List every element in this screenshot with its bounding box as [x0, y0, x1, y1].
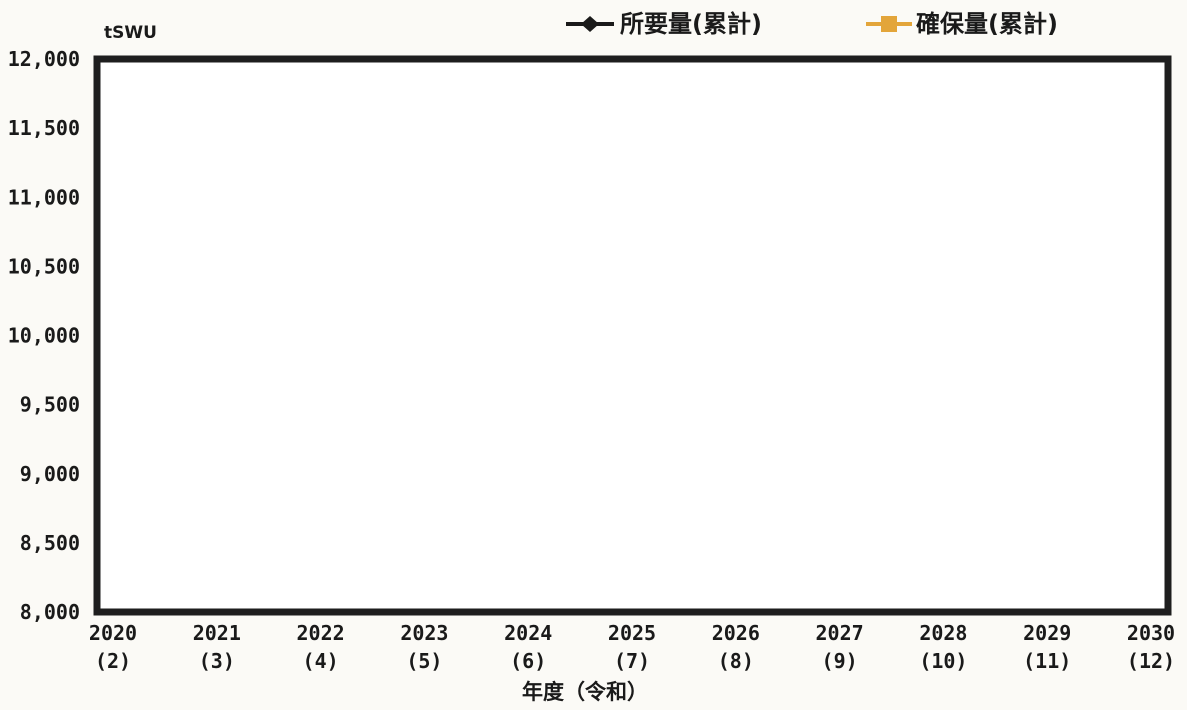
x-tick-label: 2027 [816, 621, 864, 645]
x-tick-label: 2020 [89, 621, 137, 645]
x-tick-label: 2021 [193, 621, 241, 645]
x-tick-label: 2022 [297, 621, 345, 645]
legend-item-secured: 確保量(累計) [866, 10, 1058, 38]
y-unit-label: tSWU [104, 23, 157, 43]
x-tick-label: 2030 [1127, 621, 1175, 645]
legend-label-required: 所要量(累計) [620, 10, 762, 38]
x-tick-sublabel: (9) [822, 649, 858, 673]
x-tick-sublabel: (3) [199, 649, 235, 673]
x-tick-sublabel: (7) [614, 649, 650, 673]
plot-area [93, 55, 1172, 616]
x-tick-label: 2026 [712, 621, 760, 645]
y-axis: 12,000 11,500 11,000 10,500 10,000 9,500 9,000… [8, 47, 80, 624]
legend-marker-square [881, 16, 897, 32]
y-tick-label: 9,500 [20, 393, 80, 417]
y-tick-label: 9,000 [20, 462, 80, 486]
x-axis-title: 年度（令和） [522, 680, 648, 704]
legend-marker-diamond [581, 16, 599, 32]
x-tick-label: 2029 [1023, 621, 1071, 645]
x-tick-sublabel: (6) [510, 649, 546, 673]
y-tick-label: 10,500 [8, 254, 80, 278]
x-tick-label: 2025 [608, 621, 656, 645]
x-tick-sublabel: (11) [1023, 649, 1071, 673]
x-tick-sublabel: (12) [1127, 649, 1175, 673]
x-tick-label: 2028 [919, 621, 967, 645]
y-tick-label: 8,000 [20, 600, 80, 624]
legend-item-required: 所要量(累計) [566, 10, 762, 38]
x-tick-sublabel: (8) [718, 649, 754, 673]
x-tick-sublabel: (5) [406, 649, 442, 673]
x-tick-sublabel: (2) [95, 649, 131, 673]
y-tick-label: 10,000 [8, 324, 80, 348]
x-axis: 2020 (2) 2021 (3) 2022 (4) 2023 (5) 2024 (6) 2025 (… [89, 621, 1175, 673]
legend-label-secured: 確保量(累計) [916, 10, 1058, 38]
x-tick-label: 2024 [504, 621, 552, 645]
x-tick-label: 2023 [400, 621, 448, 645]
y-tick-label: 11,000 [8, 185, 80, 209]
y-tick-label: 11,500 [8, 116, 80, 140]
y-tick-label: 12,000 [8, 47, 80, 71]
y-tick-label: 8,500 [20, 531, 80, 555]
x-tick-sublabel: (10) [919, 649, 967, 673]
x-tick-sublabel: (4) [303, 649, 339, 673]
legend: 所要量(累計) 確保量(累計) [566, 10, 1058, 38]
